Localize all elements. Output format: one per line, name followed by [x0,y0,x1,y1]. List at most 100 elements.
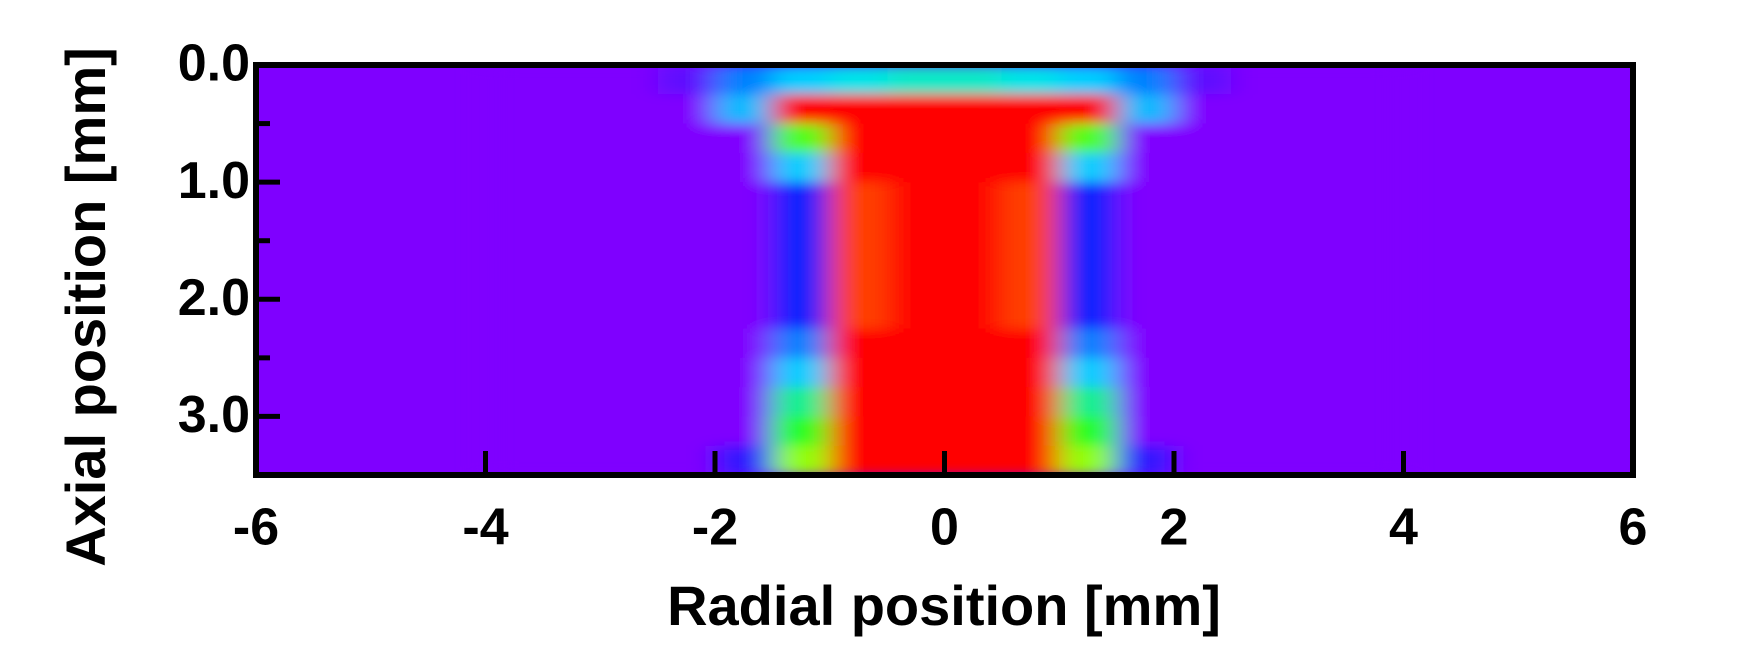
heatmap-cell [1174,445,1232,475]
heatmap-cell [1174,240,1232,271]
heatmap-cell [1001,387,1060,417]
heatmap-cell [1288,182,1347,212]
heatmap-cell [715,152,773,183]
heatmap-cell [600,328,659,359]
x-axis-label: Radial position [mm] [667,574,1221,637]
heatmap-cell [715,299,773,330]
heatmap-cell [600,152,659,183]
heatmap-cells [485,65,1404,475]
heatmap-cell [887,445,945,475]
heatmap-cell [657,270,716,300]
heatmap-cell [1001,123,1060,154]
heatmap-cell [1231,416,1290,447]
heatmap-cell [657,357,716,388]
heatmap-cell [829,357,888,388]
heatmap-cell [1001,94,1060,125]
heatmap-cell [1116,270,1175,300]
heatmap-cell [1231,182,1290,212]
heatmap-cell [887,270,945,300]
heatmap-cell [1288,152,1347,183]
heatmap-cell [1001,328,1060,359]
heatmap-cell [1231,94,1290,125]
heatmap-cell [887,328,945,359]
heatmap-cell [1001,240,1060,271]
heatmap-cell [542,328,601,359]
heatmap-cell [1116,152,1175,183]
heatmap-cell [715,65,773,95]
heatmap-cell [1231,387,1290,417]
heatmap-cell [1346,387,1404,417]
heatmap-cell [944,123,1003,154]
heatmap-cell [1231,211,1290,242]
heatmap-cell [829,445,888,475]
x-tick-label: -4 [462,499,508,557]
heatmap-cell [887,211,945,242]
heatmap-cell [657,240,716,271]
heatmap-cell [887,152,945,183]
heatmap-cell [887,182,945,212]
heatmap-cell [1288,270,1347,300]
heatmap-cell [829,299,888,330]
heatmap-cell [1346,299,1404,330]
heatmap-cell [600,94,659,125]
heatmap-cell [944,65,1003,95]
heatmap-cell [1231,328,1290,359]
heatmap-cell [657,445,716,475]
heatmap-cell [772,240,831,271]
heatmap-cell [715,416,773,447]
heatmap-cell [1346,270,1404,300]
heatmap-cell [887,357,945,388]
heatmap [485,65,1404,475]
heatmap-cell [542,270,601,300]
heatmap-cell [772,270,831,300]
heatmap-cell [1116,94,1175,125]
heatmap-cell [1059,152,1118,183]
heatmap-cell [1288,299,1347,330]
heatmap-cell [772,357,831,388]
heatmap-cell [1288,416,1347,447]
heatmap-cell [715,387,773,417]
heatmap-cell [715,328,773,359]
heatmap-cell [1346,328,1404,359]
heatmap-cell [1059,270,1118,300]
heatmap-cell [1116,182,1175,212]
heatmap-cell [485,299,544,330]
heatmap-cell [485,94,544,125]
heatmap-cell [1001,152,1060,183]
heatmap-cell [1174,182,1232,212]
heatmap-cell [1174,387,1232,417]
heatmap-cell [1001,299,1060,330]
plot-frame [253,62,1636,478]
heatmap-cell [829,123,888,154]
heatmap-cell [542,123,601,154]
heatmap-cell [1231,299,1290,330]
heatmap-cell [1116,328,1175,359]
heatmap-cell [829,270,888,300]
heatmap-cell [772,211,831,242]
heatmap-cell [715,211,773,242]
heatmap-cell [1059,182,1118,212]
heatmap-cell [600,65,659,95]
heatmap-cell [1001,445,1060,475]
heatmap-cell [485,240,544,271]
heatmap-cell [1346,152,1404,183]
heatmap-cell [1231,357,1290,388]
heatmap-cell [1231,65,1290,95]
heatmap-cell [1231,445,1290,475]
heatmap-cell [1288,211,1347,242]
heatmap-cell [1174,416,1232,447]
heatmap-cell [1059,211,1118,242]
heatmap-cell [1288,240,1347,271]
heatmap-cell [944,357,1003,388]
heatmap-cell [772,445,831,475]
heatmap-cell [600,416,659,447]
heatmap-cell [887,94,945,125]
x-tick-label: 2 [1160,499,1189,557]
heatmap-cell [1288,357,1347,388]
heatmap-cell [657,65,716,95]
heatmap-cell [1116,123,1175,154]
heatmap-cell [1288,328,1347,359]
heatmap-cell [1116,416,1175,447]
heatmap-cell [944,416,1003,447]
